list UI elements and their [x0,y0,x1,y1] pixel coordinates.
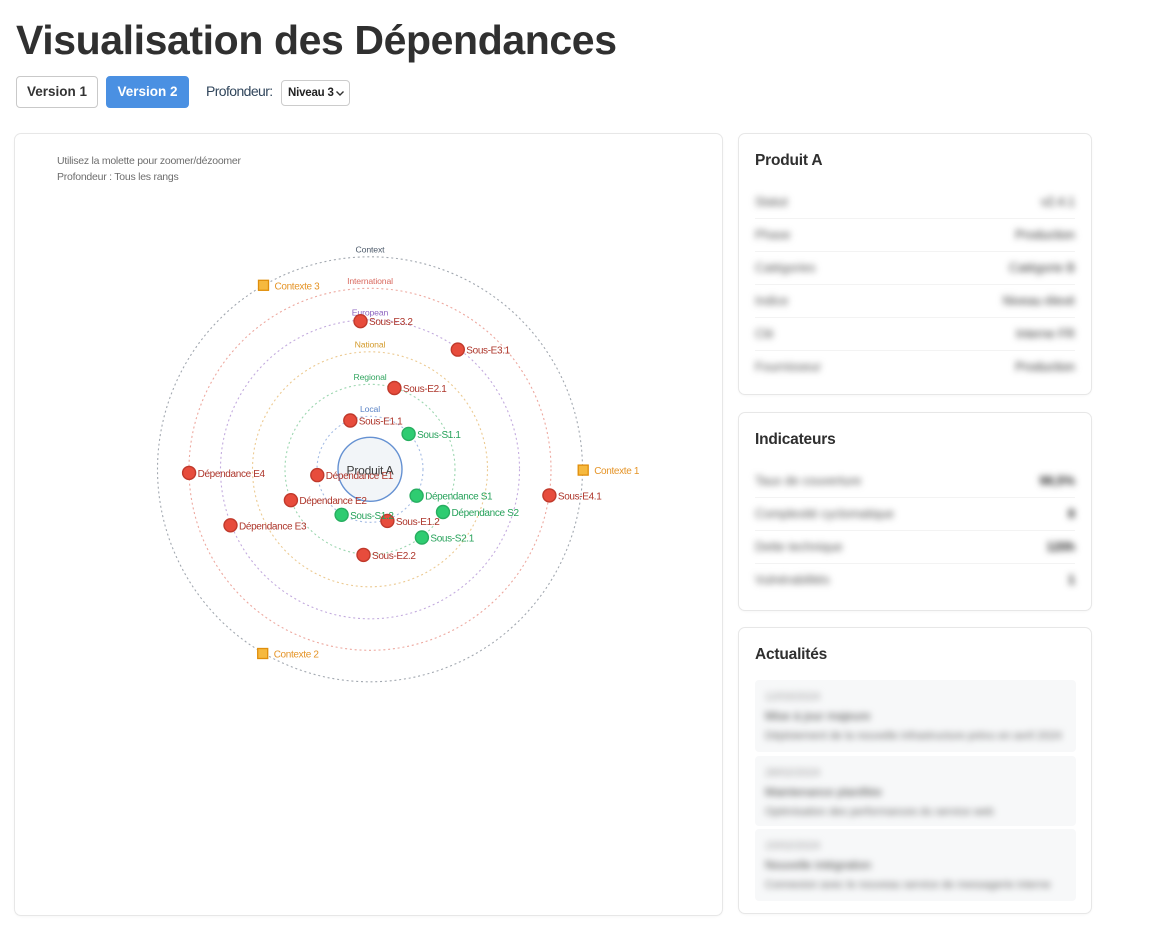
svg-text:Dépendance E2: Dépendance E2 [299,496,367,507]
svg-text:Dépendance S1: Dépendance S1 [425,492,493,503]
svg-text:Sous-S2.1: Sous-S2.1 [430,534,474,545]
svg-text:Regional: Regional [353,372,386,382]
svg-text:Contexte 1: Contexte 1 [594,466,640,477]
svg-text:Sous-S1.2: Sous-S1.2 [350,511,394,522]
svg-text:Sous-E3.1: Sous-E3.1 [466,346,510,357]
svg-text:Sous-E2.1: Sous-E2.1 [403,384,447,395]
svg-text:Sous-E1.2: Sous-E1.2 [396,517,440,528]
svg-text:Sous-E2.2: Sous-E2.2 [372,551,416,562]
svg-text:Sous-E1.1: Sous-E1.1 [359,417,403,428]
svg-text:Local: Local [360,404,380,414]
svg-text:Contexte 2: Contexte 2 [274,650,320,661]
svg-text:Dépendance E3: Dépendance E3 [239,521,307,532]
svg-text:Context: Context [356,244,386,254]
svg-text:Dépendance E4: Dépendance E4 [198,469,266,480]
svg-text:International: International [347,276,393,286]
svg-text:European: European [352,307,389,317]
svg-text:National: National [355,339,386,349]
svg-text:Sous-E4.1: Sous-E4.1 [558,491,602,502]
svg-text:Contexte 3: Contexte 3 [275,281,321,292]
svg-text:Dépendance S2: Dépendance S2 [452,508,520,519]
svg-text:Sous-S1.1: Sous-S1.1 [417,430,461,441]
svg-text:Sous-E3.2: Sous-E3.2 [369,317,413,328]
svg-text:Dépendance E1: Dépendance E1 [326,471,394,482]
svg-text:Produit A: Produit A [347,463,394,477]
